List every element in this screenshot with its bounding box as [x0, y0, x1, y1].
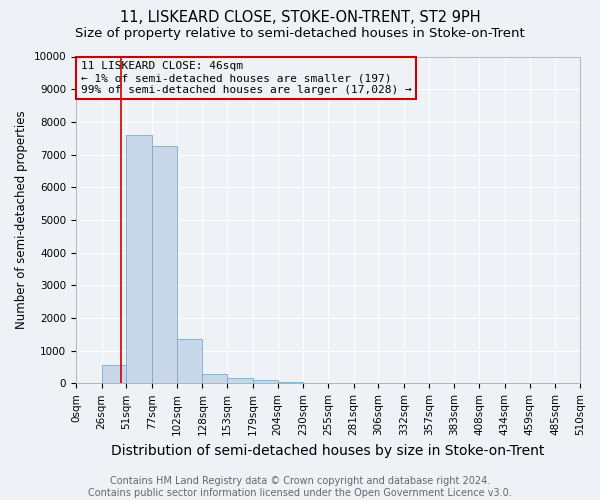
Text: Contains HM Land Registry data © Crown copyright and database right 2024.
Contai: Contains HM Land Registry data © Crown c…	[88, 476, 512, 498]
Bar	[227, 378, 253, 384]
Bar	[127, 135, 152, 384]
Y-axis label: Number of semi-detached properties: Number of semi-detached properties	[15, 110, 28, 329]
Bar	[253, 380, 278, 384]
Bar	[303, 382, 328, 384]
Text: Size of property relative to semi-detached houses in Stoke-on-Trent: Size of property relative to semi-detach…	[75, 28, 525, 40]
Bar	[152, 146, 177, 384]
Bar	[177, 339, 202, 384]
Bar	[202, 374, 227, 384]
Bar	[278, 382, 303, 384]
X-axis label: Distribution of semi-detached houses by size in Stoke-on-Trent: Distribution of semi-detached houses by …	[111, 444, 545, 458]
Text: 11, LISKEARD CLOSE, STOKE-ON-TRENT, ST2 9PH: 11, LISKEARD CLOSE, STOKE-ON-TRENT, ST2 …	[119, 10, 481, 25]
Bar	[101, 366, 127, 384]
Text: 11 LISKEARD CLOSE: 46sqm
← 1% of semi-detached houses are smaller (197)
99% of s: 11 LISKEARD CLOSE: 46sqm ← 1% of semi-de…	[81, 62, 412, 94]
